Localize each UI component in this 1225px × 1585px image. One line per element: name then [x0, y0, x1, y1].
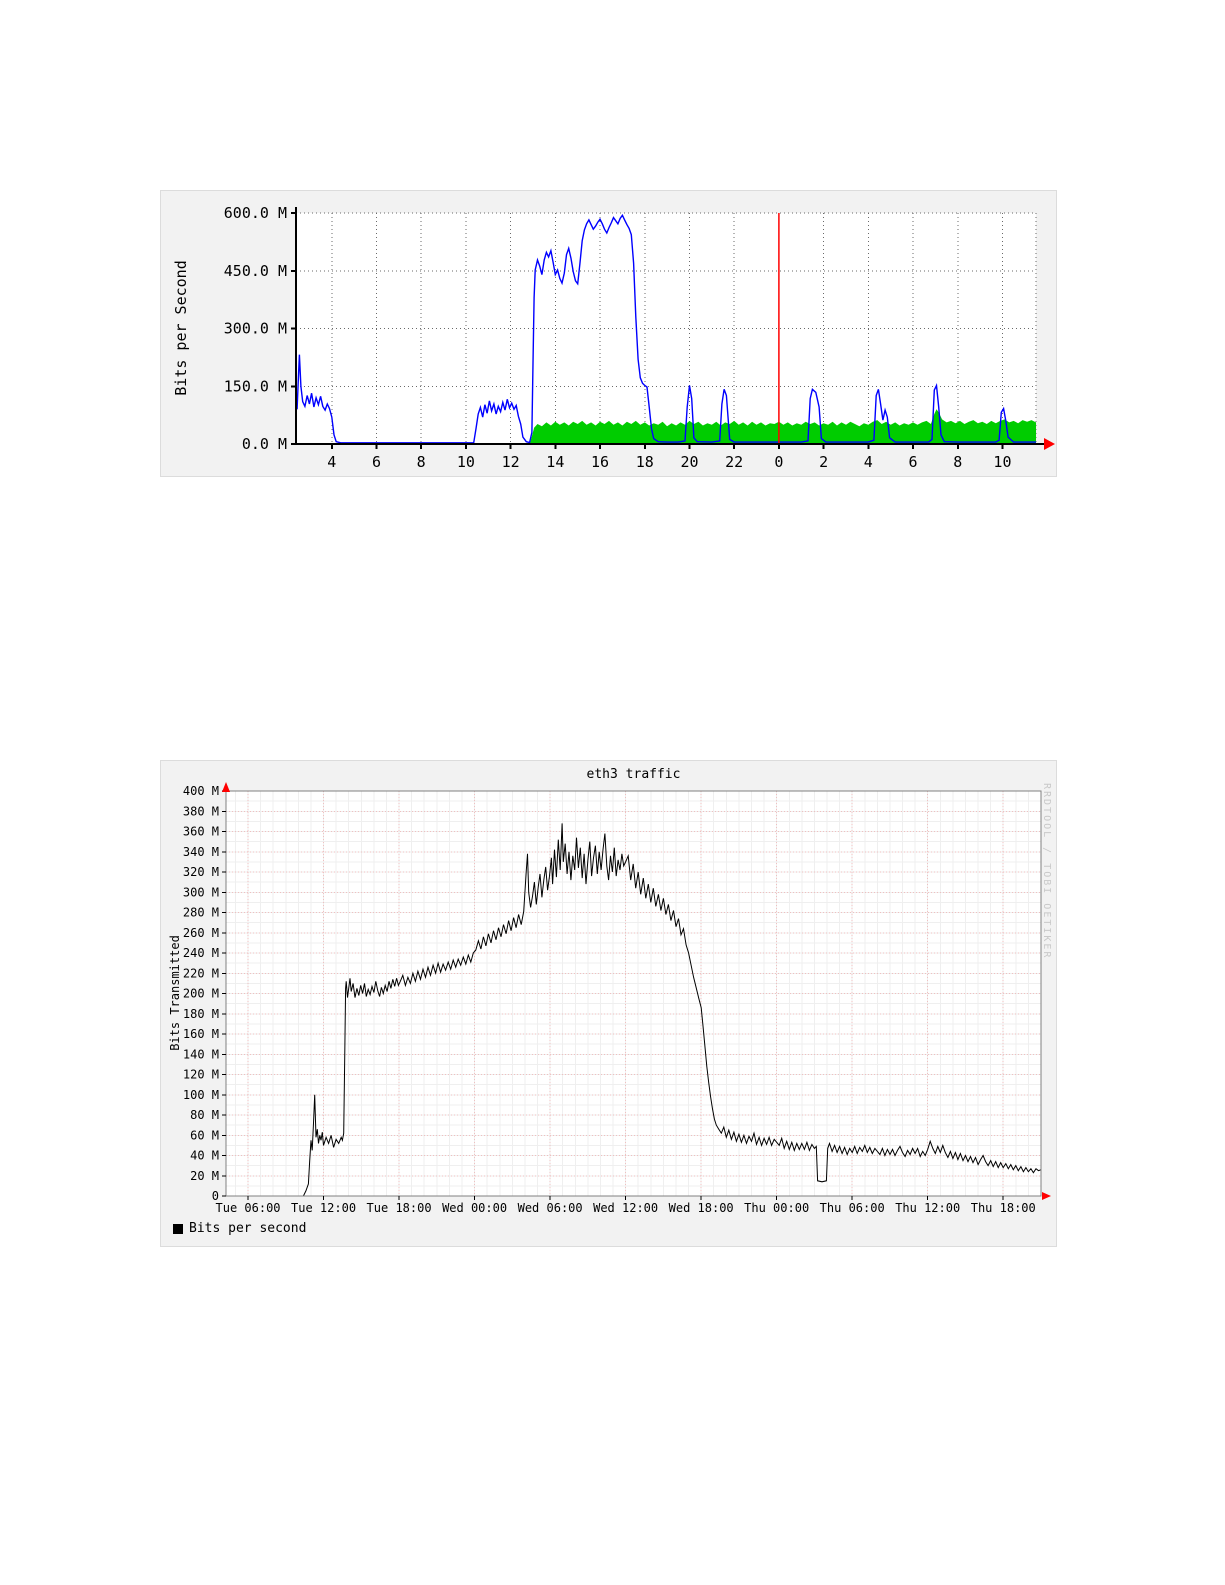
svg-text:340 M: 340 M: [183, 845, 219, 859]
svg-text:220 M: 220 M: [183, 966, 219, 980]
svg-text:Thu 06:00: Thu 06:00: [820, 1201, 885, 1215]
svg-text:10: 10: [457, 453, 475, 471]
svg-text:260 M: 260 M: [183, 926, 219, 940]
svg-text:280 M: 280 M: [183, 906, 219, 920]
svg-text:Wed 00:00: Wed 00:00: [442, 1201, 507, 1215]
svg-text:Thu 12:00: Thu 12:00: [895, 1201, 960, 1215]
svg-text:14: 14: [546, 453, 564, 471]
svg-text:120 M: 120 M: [183, 1068, 219, 1082]
svg-text:4: 4: [864, 453, 873, 471]
svg-text:240 M: 240 M: [183, 946, 219, 960]
svg-text:0: 0: [212, 1189, 219, 1203]
svg-text:8: 8: [953, 453, 962, 471]
mrtg-traffic-graph: Bits per Second 4 6 8 10 12 14 16 18 20 22 0 2 4 6 8 10…: [160, 190, 1057, 477]
svg-text:2: 2: [819, 453, 828, 471]
svg-text:0: 0: [774, 453, 783, 471]
svg-text:200 M: 200 M: [183, 987, 219, 1001]
svg-text:20 M: 20 M: [190, 1169, 219, 1183]
svg-text:16: 16: [591, 453, 609, 471]
svg-text:300.0 M: 300.0 M: [224, 320, 287, 338]
svg-text:320 M: 320 M: [183, 865, 219, 879]
svg-text:Tue 06:00: Tue 06:00: [216, 1201, 281, 1215]
svg-text:150.0 M: 150.0 M: [224, 377, 287, 395]
rrdtool-eth3-traffic-graph: eth3 traffic Bits Transmitted RRDTOOL / …: [160, 760, 1057, 1247]
svg-text:4: 4: [327, 453, 336, 471]
svg-text:Thu 00:00: Thu 00:00: [744, 1201, 809, 1215]
svg-text:80 M: 80 M: [190, 1108, 219, 1122]
chart-canvas: Tue 06:00 Tue 12:00 Tue 18:00 Wed 00:00 Wed …: [183, 782, 1051, 1215]
legend-swatch: [173, 1223, 183, 1234]
svg-text:450.0 M: 450.0 M: [224, 262, 287, 280]
legend-label: Bits per second: [189, 1221, 307, 1236]
svg-text:Wed 18:00: Wed 18:00: [669, 1201, 734, 1215]
svg-text:380 M: 380 M: [183, 804, 219, 818]
svg-text:0.0 M: 0.0 M: [242, 435, 287, 453]
svg-text:12: 12: [502, 453, 520, 471]
svg-text:6: 6: [909, 453, 918, 471]
svg-text:400 M: 400 M: [183, 784, 219, 798]
y-axis-label: Bits Transmitted: [168, 935, 182, 1051]
svg-text:8: 8: [417, 453, 426, 471]
svg-text:160 M: 160 M: [183, 1027, 219, 1041]
svg-text:20: 20: [680, 453, 698, 471]
svg-text:Tue 12:00: Tue 12:00: [291, 1201, 356, 1215]
svg-text:140 M: 140 M: [183, 1047, 219, 1061]
svg-text:6: 6: [372, 453, 381, 471]
y-axis-label: Bits per Second: [172, 260, 190, 396]
chart-title: eth3 traffic: [586, 767, 681, 782]
svg-text:18: 18: [636, 453, 654, 471]
svg-text:Thu 18:00: Thu 18:00: [971, 1201, 1036, 1215]
svg-text:180 M: 180 M: [183, 1007, 219, 1021]
svg-text:10: 10: [993, 453, 1011, 471]
rrdtool-watermark: RRDTOOL / TOBI OETIKER: [1041, 783, 1052, 960]
svg-text:100 M: 100 M: [183, 1088, 219, 1102]
svg-text:60 M: 60 M: [190, 1128, 219, 1142]
legend: Bits per second: [173, 1221, 306, 1236]
svg-text:22: 22: [725, 453, 743, 471]
svg-text:Wed 06:00: Wed 06:00: [518, 1201, 583, 1215]
svg-text:Tue 18:00: Tue 18:00: [367, 1201, 432, 1215]
svg-text:Wed 12:00: Wed 12:00: [593, 1201, 658, 1215]
svg-text:40 M: 40 M: [190, 1149, 219, 1163]
svg-text:360 M: 360 M: [183, 825, 219, 839]
chart-canvas: 4 6 8 10 12 14 16 18 20 22 0 2 4 6 8 10 0.0 M 150.0 M 300.…: [224, 204, 1055, 471]
svg-text:600.0 M: 600.0 M: [224, 204, 287, 222]
svg-text:300 M: 300 M: [183, 885, 219, 899]
